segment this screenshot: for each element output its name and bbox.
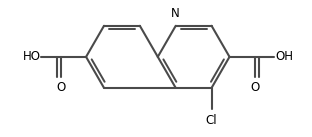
Text: O: O [250,81,259,94]
Text: N: N [171,7,180,20]
Text: O: O [56,81,66,94]
Text: Cl: Cl [206,114,217,127]
Text: HO: HO [22,50,41,63]
Text: OH: OH [275,50,293,63]
